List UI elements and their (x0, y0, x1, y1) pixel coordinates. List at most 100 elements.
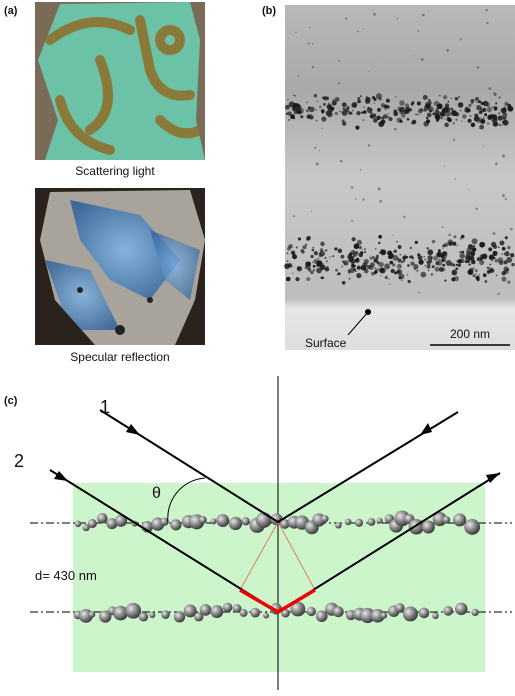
particle (432, 112, 436, 116)
particle (380, 612, 388, 619)
particle (322, 96, 325, 100)
particle (486, 269, 491, 274)
particle (443, 242, 449, 247)
particle (339, 110, 342, 113)
particle (287, 246, 291, 251)
particle (459, 38, 462, 41)
particle (491, 106, 494, 108)
particle (427, 269, 430, 272)
particle (475, 113, 479, 117)
particle (443, 605, 454, 616)
particle (504, 101, 509, 107)
particle (315, 610, 328, 623)
particle (255, 512, 272, 528)
particle (321, 116, 327, 122)
particle (361, 111, 364, 114)
particle (376, 517, 383, 524)
particle (457, 259, 463, 264)
particle (405, 255, 409, 259)
particle (356, 257, 360, 261)
particle (495, 102, 498, 105)
particle (125, 602, 142, 619)
particle (399, 107, 406, 113)
particle (414, 240, 419, 245)
particle (398, 276, 402, 280)
particle (472, 255, 474, 258)
particle (353, 243, 360, 250)
particle (484, 113, 488, 117)
particle (455, 267, 459, 271)
particle (367, 518, 376, 526)
particle (476, 101, 478, 104)
particle (448, 233, 452, 237)
particle (297, 75, 300, 77)
particle (465, 106, 468, 109)
particle (435, 118, 440, 122)
particle (406, 117, 410, 121)
particle (498, 123, 501, 127)
particle (328, 102, 330, 105)
particle (315, 253, 317, 255)
particle (375, 255, 379, 259)
particle (397, 258, 402, 263)
ray (99, 409, 459, 524)
particle (472, 267, 475, 270)
particle (359, 169, 362, 171)
particle (392, 254, 399, 261)
particle (418, 607, 430, 619)
particle (492, 232, 496, 236)
particle (459, 250, 463, 254)
particle (404, 103, 410, 108)
particle (337, 272, 341, 276)
particle (358, 246, 363, 250)
particle (355, 198, 357, 200)
particle (417, 113, 420, 116)
particle (311, 248, 315, 252)
particle (432, 109, 435, 112)
particle (362, 262, 368, 268)
particle (351, 109, 354, 112)
layer-region (73, 483, 485, 672)
particle (440, 116, 443, 120)
particle (315, 119, 318, 122)
particle (342, 107, 346, 111)
particle (344, 518, 352, 526)
particle (408, 108, 413, 112)
particle (210, 605, 224, 618)
particle (228, 516, 243, 531)
particle (332, 255, 335, 257)
particle (290, 265, 293, 268)
particle (293, 94, 295, 96)
particle (431, 265, 435, 269)
particle (413, 55, 415, 57)
particle (392, 234, 394, 236)
particle (363, 106, 365, 109)
panel-label: (b) (262, 5, 276, 17)
particle (493, 244, 498, 249)
particle (295, 277, 300, 282)
particle (97, 512, 108, 524)
particle (311, 65, 314, 69)
particle (459, 253, 465, 259)
particle (366, 265, 371, 270)
particle (294, 105, 301, 112)
particle (446, 105, 448, 108)
particle (419, 108, 424, 112)
particle (501, 194, 505, 198)
particle (288, 118, 291, 121)
panel-label: (a) (4, 5, 18, 17)
particle (379, 267, 385, 273)
particle (396, 117, 402, 123)
particle (291, 272, 294, 275)
particle (458, 251, 461, 253)
particle (451, 269, 458, 276)
particle (432, 512, 447, 527)
particle (478, 273, 480, 276)
particle (322, 102, 326, 106)
particle (406, 273, 409, 276)
particle (389, 260, 394, 265)
particle (335, 268, 339, 272)
particle (441, 108, 445, 112)
particle (397, 244, 399, 246)
particle (378, 234, 383, 239)
